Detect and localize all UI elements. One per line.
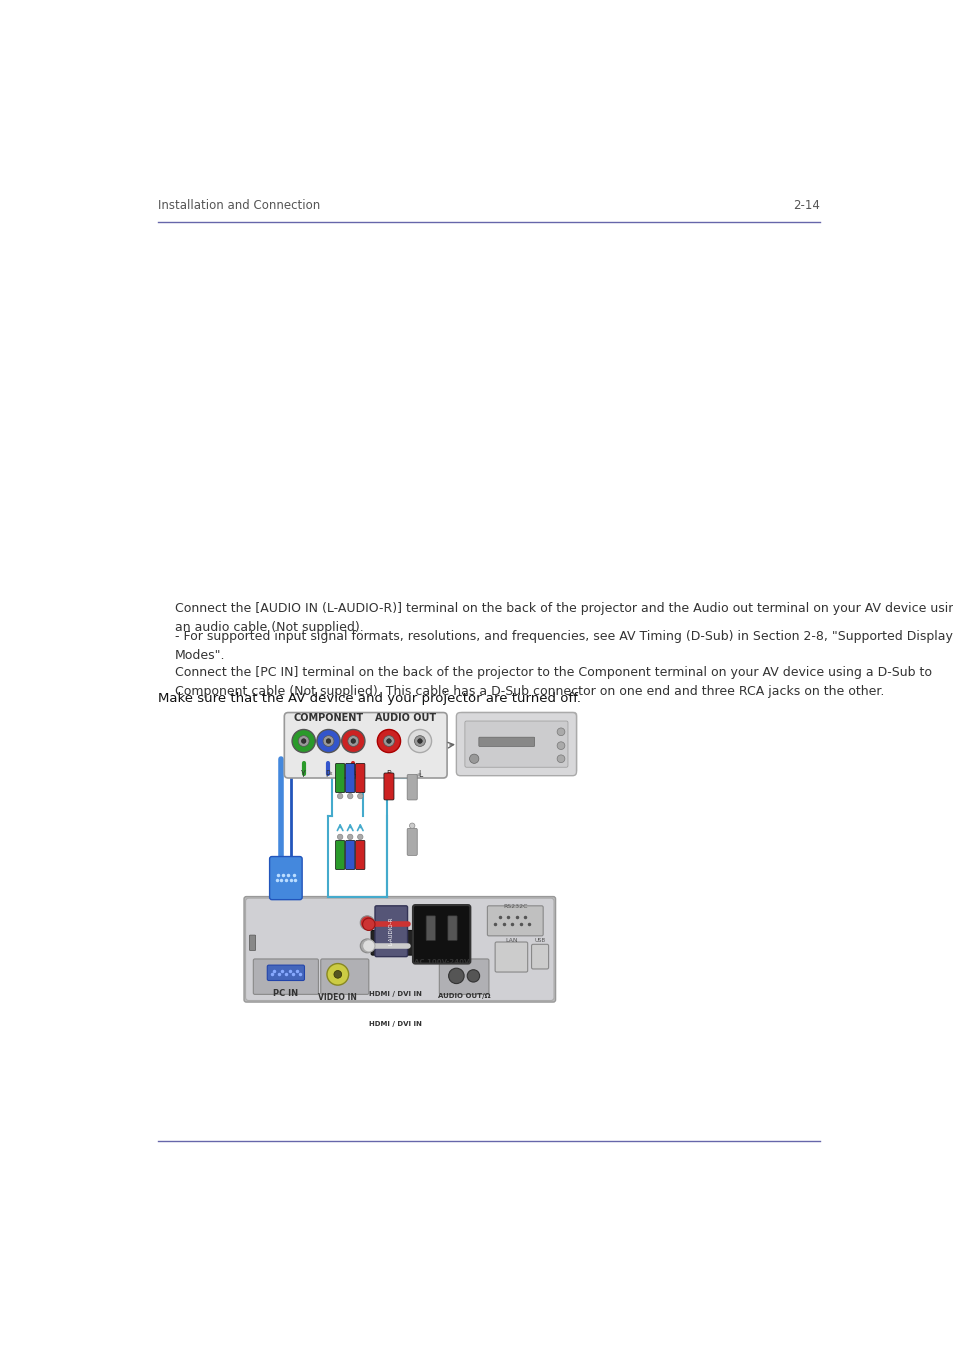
Text: RS232C: RS232C [502,904,527,910]
FancyBboxPatch shape [245,898,554,1000]
FancyBboxPatch shape [335,840,344,869]
Text: R: R [386,771,392,779]
Text: HDMI / DVI IN: HDMI / DVI IN [369,1021,422,1026]
Text: LAN: LAN [504,938,517,944]
Circle shape [301,738,306,744]
Circle shape [347,794,353,799]
Text: L-AUDIO-R: L-AUDIO-R [389,917,394,945]
Circle shape [351,738,355,744]
FancyBboxPatch shape [375,906,407,957]
Text: HDMI / DVI IN: HDMI / DVI IN [369,991,422,998]
FancyBboxPatch shape [464,721,567,767]
FancyBboxPatch shape [531,944,548,969]
FancyBboxPatch shape [439,958,488,995]
Circle shape [377,729,400,752]
FancyBboxPatch shape [383,774,394,801]
Circle shape [334,971,341,979]
Circle shape [360,915,374,930]
FancyBboxPatch shape [487,906,542,936]
FancyBboxPatch shape [249,936,255,950]
Text: Installation and Connection: Installation and Connection [158,200,320,212]
FancyBboxPatch shape [447,915,456,941]
Circle shape [298,736,309,747]
Circle shape [357,794,362,799]
Text: Pᵣ: Pᵣ [350,771,356,779]
FancyBboxPatch shape [355,763,365,792]
Text: USB: USB [534,938,545,944]
Circle shape [362,940,375,952]
Circle shape [417,738,422,744]
FancyBboxPatch shape [426,915,435,941]
Circle shape [448,968,464,984]
Circle shape [386,738,391,744]
Circle shape [467,969,479,981]
Circle shape [316,729,340,752]
FancyBboxPatch shape [371,930,420,954]
FancyBboxPatch shape [413,904,470,964]
Circle shape [409,824,415,829]
FancyBboxPatch shape [345,840,355,869]
FancyBboxPatch shape [284,713,447,778]
Text: Y: Y [301,771,306,779]
FancyBboxPatch shape [253,958,318,995]
FancyBboxPatch shape [335,763,344,792]
FancyBboxPatch shape [458,711,577,774]
Circle shape [383,736,394,747]
Text: PC IN: PC IN [273,990,298,998]
Text: AUDIO OUT: AUDIO OUT [375,713,436,722]
FancyBboxPatch shape [320,958,369,995]
Text: 2-14: 2-14 [792,200,819,212]
Text: Connect the [AUDIO IN (L-AUDIO-R)] terminal on the back of the projector and the: Connect the [AUDIO IN (L-AUDIO-R)] termi… [174,602,953,633]
Circle shape [362,918,375,930]
FancyBboxPatch shape [355,840,365,869]
Text: L: L [417,771,421,779]
Circle shape [557,728,564,736]
Circle shape [337,834,342,840]
Circle shape [341,729,365,752]
Circle shape [323,736,334,747]
Text: AUDIO OUT/Ω: AUDIO OUT/Ω [437,992,490,999]
Text: AC 100V-240V: AC 100V-240V [414,958,469,965]
Text: Make sure that the AV device and your projector are turned off.: Make sure that the AV device and your pr… [158,691,580,705]
Circle shape [360,940,374,953]
Circle shape [415,736,425,747]
Text: COMPONENT: COMPONENT [294,713,363,722]
Text: Pᵡ: Pᵡ [324,771,332,779]
FancyBboxPatch shape [456,713,576,776]
FancyBboxPatch shape [407,829,416,856]
Text: VIDEO IN: VIDEO IN [318,992,356,1002]
Circle shape [408,729,431,752]
Circle shape [348,736,358,747]
Circle shape [357,834,362,840]
Circle shape [557,755,564,763]
Circle shape [469,755,478,763]
Circle shape [557,741,564,749]
Text: Connect the [PC IN] terminal on the back of the projector to the Component termi: Connect the [PC IN] terminal on the back… [174,667,931,698]
FancyBboxPatch shape [244,896,555,1002]
FancyBboxPatch shape [478,737,534,747]
FancyBboxPatch shape [345,763,355,792]
FancyBboxPatch shape [267,965,304,980]
Circle shape [347,834,353,840]
Circle shape [292,729,315,752]
Circle shape [326,738,331,744]
FancyBboxPatch shape [495,942,527,972]
FancyBboxPatch shape [407,775,416,801]
Circle shape [327,964,348,986]
FancyBboxPatch shape [270,856,302,899]
Text: - For supported input signal formats, resolutions, and frequencies, see AV Timin: - For supported input signal formats, re… [174,630,952,662]
Circle shape [337,794,342,799]
